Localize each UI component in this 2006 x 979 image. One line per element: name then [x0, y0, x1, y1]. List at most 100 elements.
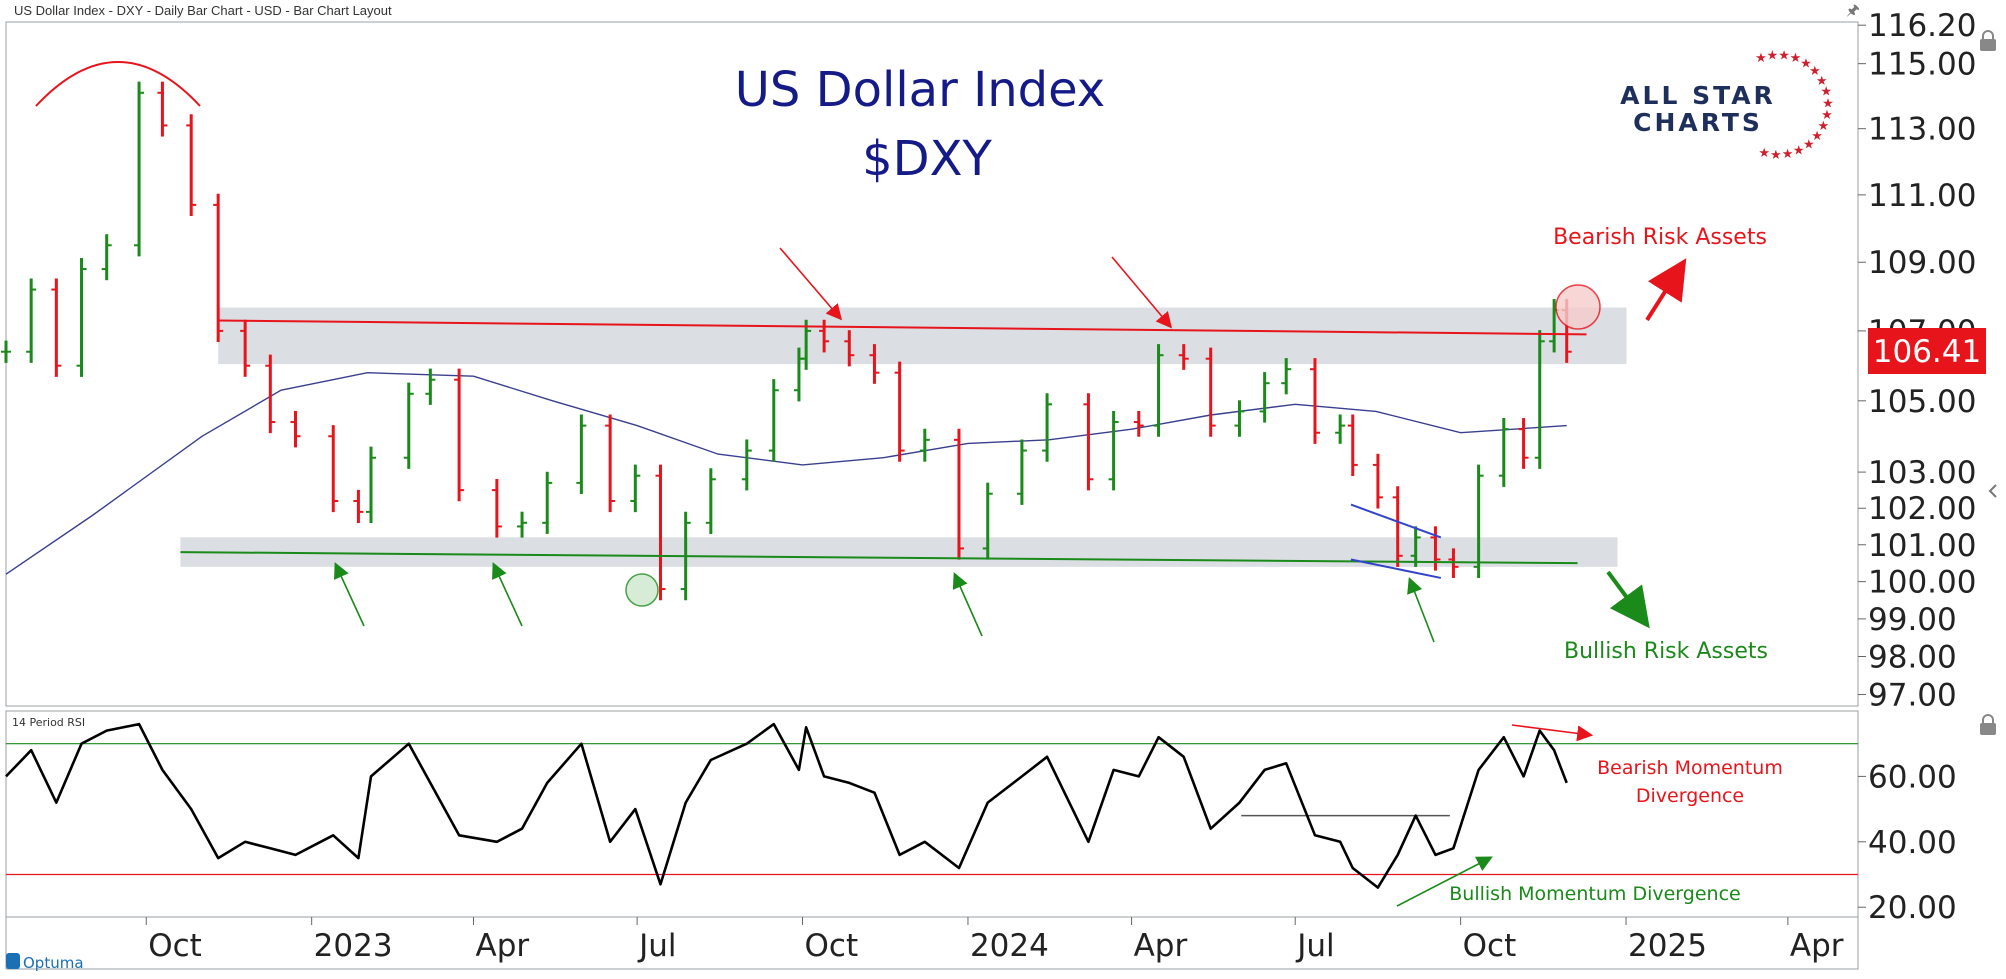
price-bar: [353, 489, 364, 524]
price-bar: [186, 114, 197, 217]
price-bar: [1234, 400, 1245, 437]
price-tick-label: 109.00: [1868, 245, 1976, 281]
price-bar: [517, 511, 528, 538]
logo-line2: CHARTS: [1633, 108, 1763, 137]
time-tick-label: 2025: [1628, 928, 1707, 964]
price-bar: [1133, 410, 1144, 437]
price-tick-label: 105.00: [1868, 384, 1976, 420]
price-bar: [290, 410, 301, 448]
price-bar: [1281, 358, 1292, 395]
logo-star: ★: [1782, 147, 1794, 162]
window-title: US Dollar Index - DXY - Daily Bar Chart …: [14, 3, 392, 18]
optuma-logo-icon: Optuma: [6, 953, 84, 972]
price-bar: [1, 340, 11, 363]
time-tick-label: Jul: [637, 928, 676, 964]
price-bar: [425, 368, 436, 405]
price-bar: [265, 354, 276, 434]
price-bar: [768, 379, 779, 462]
price-bar: [982, 482, 993, 560]
support-arrow: [492, 562, 523, 627]
logo-star: ★: [1811, 129, 1823, 144]
logo-star: ★: [1758, 146, 1770, 161]
price-bar: [454, 368, 465, 502]
price-bar: [1309, 358, 1320, 444]
trendline-group: [180, 319, 1587, 579]
price-bar: [1518, 418, 1529, 469]
logo-star: ★: [1790, 51, 1802, 66]
price-bar: [1392, 486, 1403, 567]
moving-average-line: [5, 371, 1567, 575]
lock-icon[interactable]: [1980, 30, 1996, 51]
time-tick-label: Apr: [475, 928, 529, 964]
resistance-zone: [218, 307, 1627, 365]
resistance-arrow: [1111, 256, 1173, 329]
price-bar: [1335, 414, 1346, 444]
lock-icon[interactable]: [1980, 714, 1996, 735]
price-bar: [869, 344, 880, 384]
price-bar: [366, 446, 377, 524]
price-bar: [328, 425, 339, 513]
support-arrow: [334, 562, 365, 627]
price-bar: [705, 468, 716, 534]
time-tick-label: Jul: [1295, 928, 1334, 964]
optuma-brand: Optuma: [23, 954, 84, 972]
price-tick-label: 97.00: [1868, 678, 1957, 714]
annotation-bullish-momentum: Bullish Momentum Divergence: [1449, 883, 1740, 905]
chart-subtitle: $DXY: [862, 131, 992, 187]
annotation-divergence: Divergence: [1636, 785, 1744, 807]
rsi-line: [5, 722, 1568, 889]
price-bar: [101, 234, 112, 281]
chevron-left-icon[interactable]: [1988, 484, 1997, 498]
rsi-divergence-arrow: [1511, 724, 1594, 742]
current-price-badge: [1868, 328, 1986, 374]
logo-line1: ALL STAR: [1620, 81, 1776, 110]
price-bar: [630, 464, 641, 513]
price-bar: [1205, 347, 1216, 437]
logo-star: ★: [1767, 48, 1779, 63]
moving-average-group: [5, 371, 1567, 575]
price-bar: [1410, 526, 1421, 567]
logo-star: ★: [1803, 137, 1815, 152]
price-bar: [1372, 453, 1383, 509]
price-bar: [819, 319, 830, 353]
annotation-bullish-risk: Bullish Risk Assets: [1564, 639, 1768, 664]
logo-star: ★: [1821, 108, 1833, 123]
logo-star: ★: [1755, 51, 1767, 66]
price-bar: [1042, 393, 1053, 462]
price-bar: [844, 330, 855, 367]
rsi-bullish-arrow: [1396, 856, 1493, 907]
price-bar: [213, 193, 224, 343]
price-bar: [134, 81, 145, 257]
price-bar: [403, 382, 414, 469]
logo-star: ★: [1822, 96, 1834, 111]
price-bar: [1430, 526, 1441, 571]
price-bar: [491, 479, 502, 538]
price-bar: [76, 257, 87, 377]
time-tick-label: Oct: [1463, 928, 1517, 964]
support-line: [180, 551, 1578, 565]
current-price-value: 106.41: [1873, 334, 1981, 370]
bottom-circle: [625, 573, 659, 607]
annotation-bearish-momentum: Bearish Momentum: [1597, 757, 1783, 779]
price-bar: [1259, 372, 1270, 423]
price-bar: [576, 414, 587, 495]
price-bar: [1083, 393, 1094, 491]
time-tick-label: Oct: [805, 928, 859, 964]
rsi-tick-label: 60.00: [1868, 759, 1957, 795]
price-bar: [240, 319, 251, 377]
price-bar: [655, 464, 666, 601]
bullish-arrow: [1606, 570, 1650, 629]
logo-star: ★: [1770, 148, 1782, 163]
price-bar: [1473, 464, 1484, 578]
price-bar: [1534, 330, 1545, 469]
pin-icon[interactable]: 🖈: [1846, 1, 1860, 19]
logo-star: ★: [1817, 119, 1829, 134]
price-tick-label: 98.00: [1868, 640, 1957, 676]
logo-star: ★: [1800, 57, 1812, 72]
price-bar: [51, 278, 62, 377]
price-tick-label: 113.00: [1868, 112, 1976, 148]
price-bar: [741, 439, 752, 491]
time-axis: Oct 2023 Apr Jul Oct 2024 Apr Jul Oct 2025 Apr: [145, 917, 1844, 964]
